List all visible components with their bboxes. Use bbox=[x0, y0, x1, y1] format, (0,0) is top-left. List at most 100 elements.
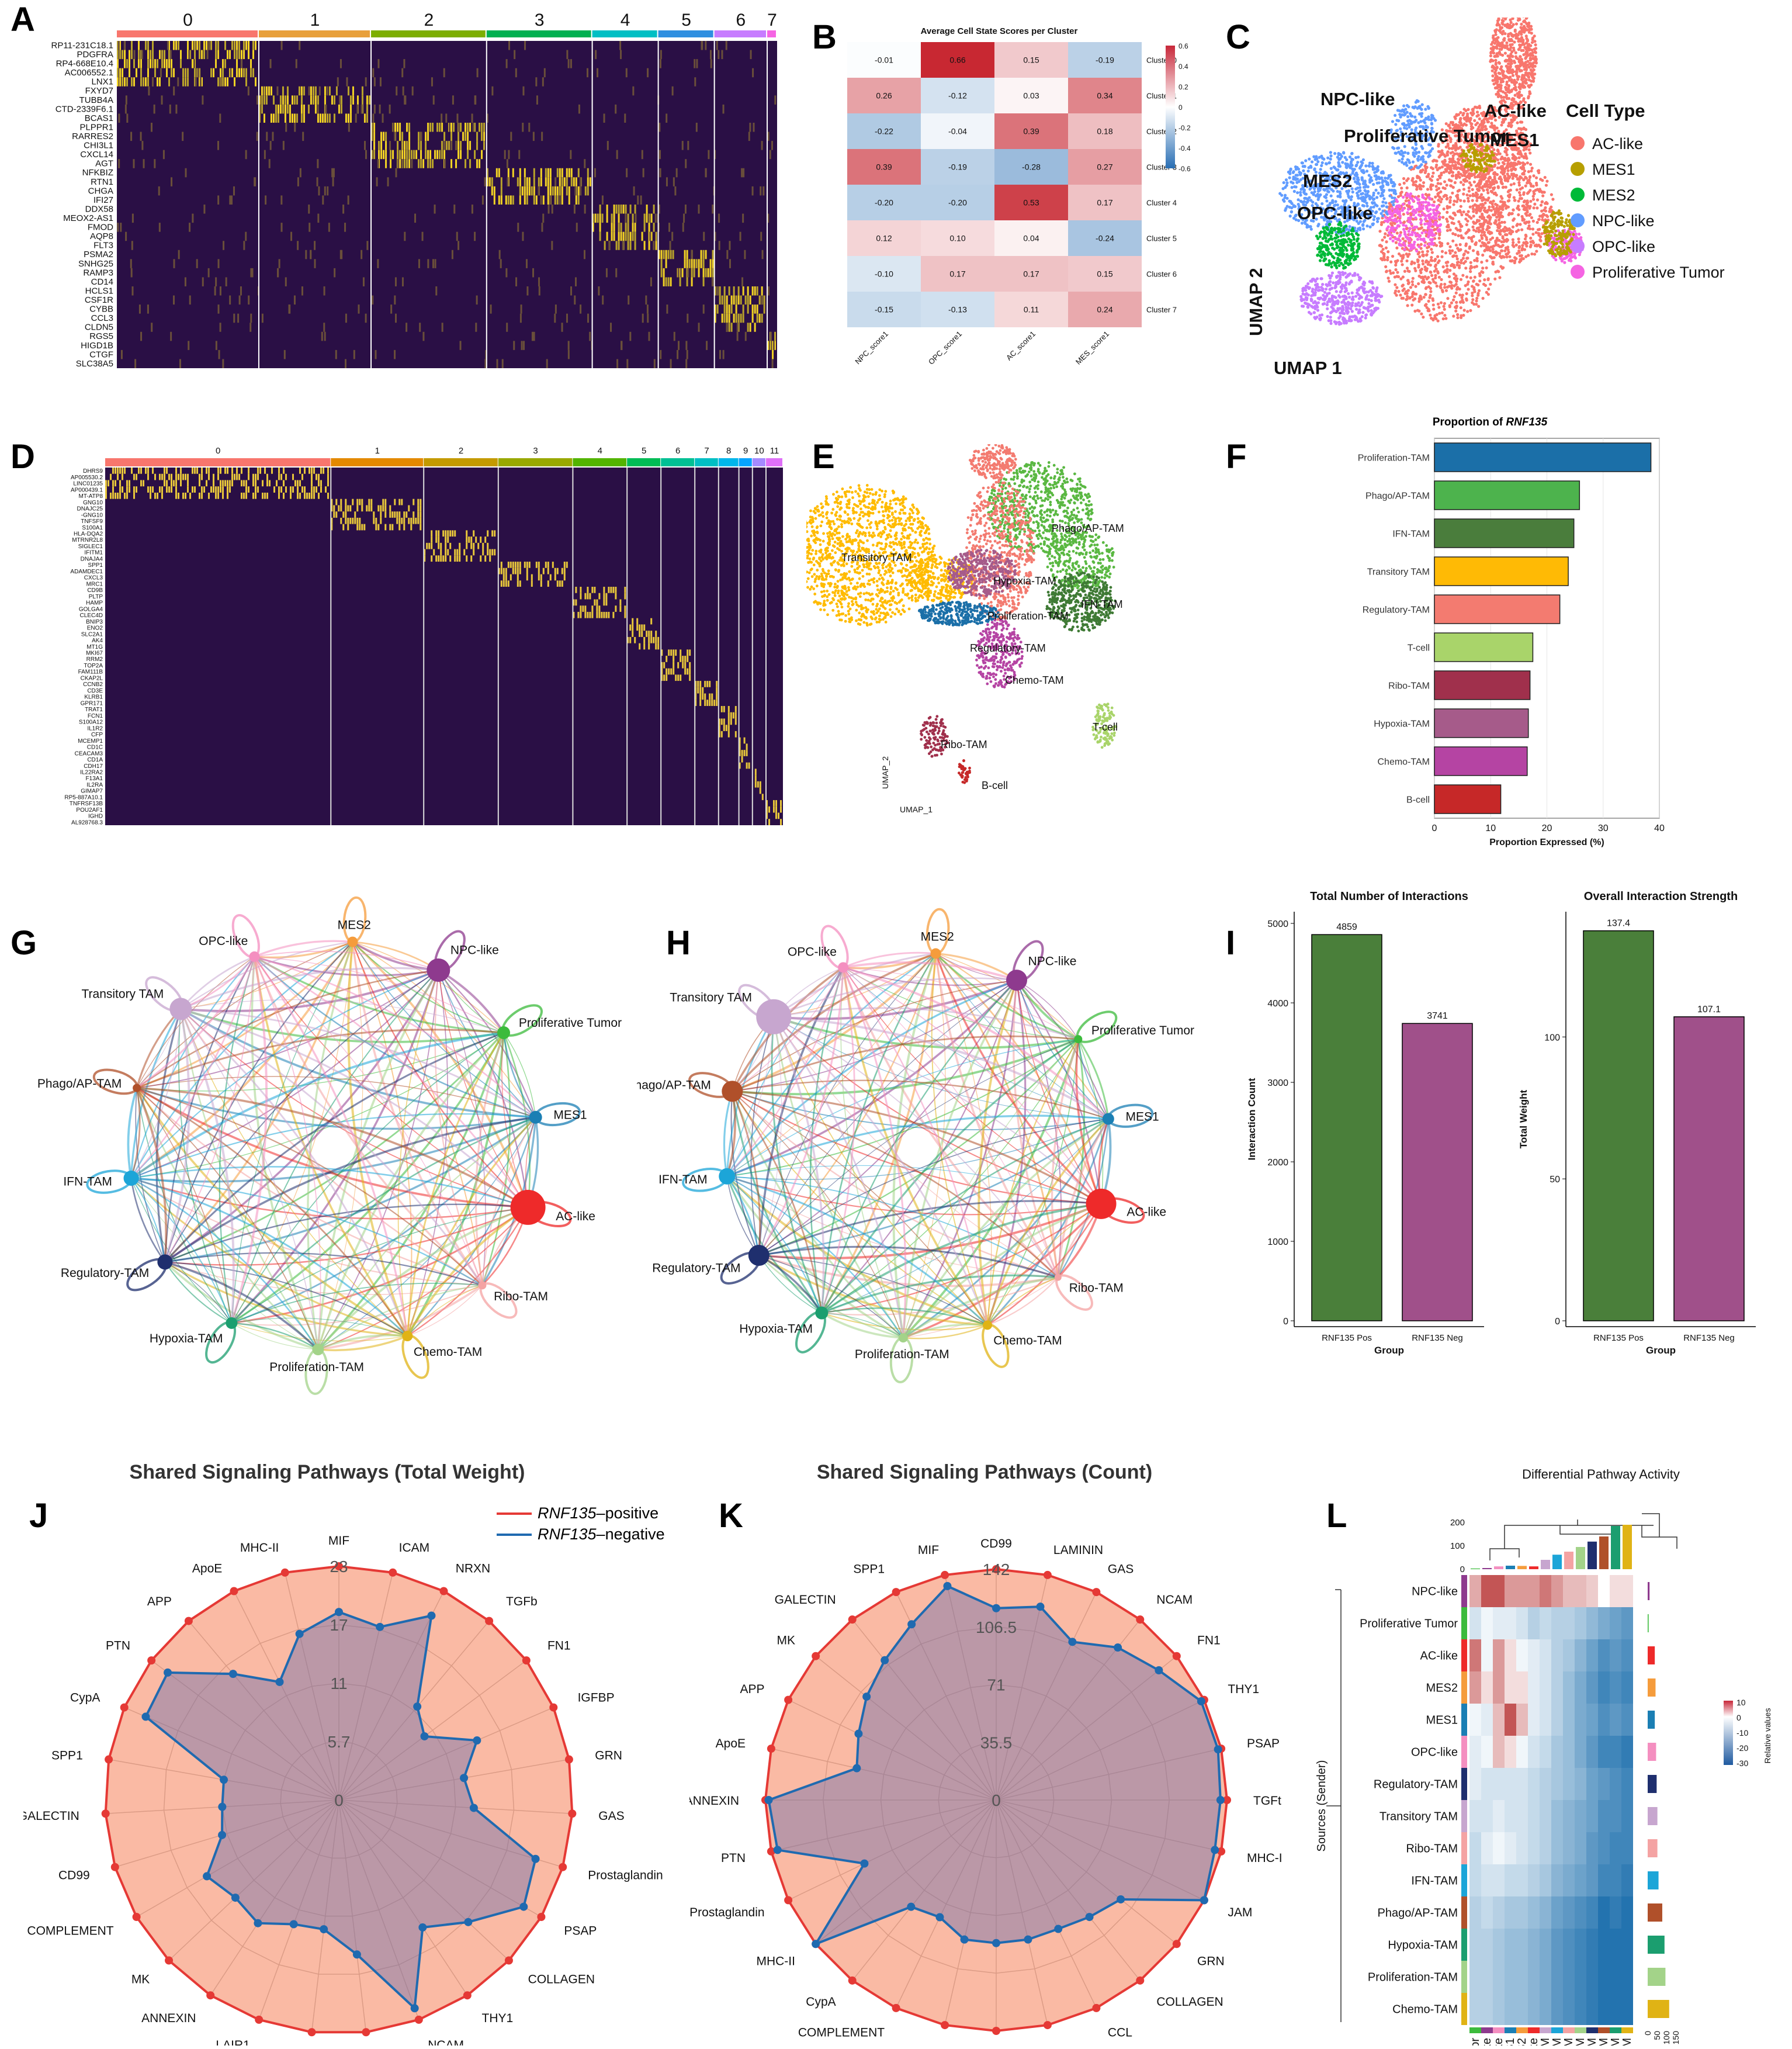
heatmap-cell bbox=[729, 241, 731, 250]
heatmap-cell bbox=[551, 205, 553, 214]
heatmap-cell bbox=[308, 86, 310, 96]
heatmap-cell bbox=[335, 86, 338, 96]
umap-point bbox=[1381, 247, 1385, 251]
heatmap-cell bbox=[284, 104, 286, 114]
heatmap-cell bbox=[361, 86, 363, 96]
umap-point bbox=[1403, 269, 1407, 273]
umap-point bbox=[1519, 55, 1522, 58]
umap-point bbox=[1396, 136, 1400, 139]
umap-point bbox=[1322, 216, 1325, 219]
umap-point bbox=[1354, 213, 1357, 217]
heatmap-cell bbox=[231, 195, 233, 205]
umap-point bbox=[1520, 186, 1524, 190]
umap-point bbox=[1494, 250, 1498, 254]
umap-point bbox=[1408, 125, 1411, 129]
umap-point bbox=[1456, 247, 1460, 250]
cluster-label: 2 bbox=[424, 11, 434, 30]
umap-point bbox=[1409, 114, 1413, 117]
heatmap-cell bbox=[335, 349, 337, 359]
umap-point bbox=[1519, 26, 1523, 29]
umap-point bbox=[1532, 206, 1535, 210]
umap-point bbox=[1489, 54, 1493, 58]
umap-point bbox=[1299, 188, 1303, 191]
umap-point bbox=[1300, 161, 1304, 165]
umap-point bbox=[1452, 314, 1455, 318]
umap-point bbox=[1478, 175, 1482, 179]
cluster-label: 3 bbox=[535, 11, 545, 30]
umap-point bbox=[1523, 199, 1527, 203]
umap-point bbox=[1476, 208, 1480, 212]
umap-point bbox=[1379, 194, 1382, 198]
heatmap-cell bbox=[168, 41, 170, 50]
umap-point bbox=[1469, 276, 1472, 279]
heatmap-cell bbox=[119, 50, 121, 60]
heatmap-cell bbox=[316, 177, 318, 186]
heatmap-cell bbox=[627, 213, 629, 223]
umap-point bbox=[1477, 181, 1481, 185]
umap-point bbox=[1399, 139, 1403, 143]
heatmap-cell bbox=[240, 286, 242, 296]
umap-point bbox=[1375, 217, 1379, 220]
umap-point bbox=[1506, 47, 1510, 50]
heatmap-cell bbox=[207, 41, 210, 50]
umap-point bbox=[1431, 139, 1434, 143]
umap-point bbox=[1371, 222, 1375, 226]
cell-value: -0.20 bbox=[948, 198, 967, 207]
heatmap-cell bbox=[120, 223, 122, 232]
heatmap-cell bbox=[542, 195, 545, 205]
umap-point bbox=[1467, 236, 1471, 240]
umap-point bbox=[1378, 230, 1382, 233]
umap-point bbox=[1449, 167, 1453, 170]
umap-point bbox=[1542, 212, 1545, 216]
umap-point bbox=[1480, 121, 1483, 125]
heatmap-cell bbox=[695, 259, 698, 268]
heatmap-cell bbox=[406, 159, 408, 168]
heatmap-cell bbox=[147, 304, 149, 314]
heatmap-cell bbox=[741, 168, 743, 178]
umap-point bbox=[1396, 271, 1399, 274]
heatmap-cell bbox=[546, 359, 548, 368]
umap-point bbox=[1501, 71, 1505, 74]
column-label: AC_score1 bbox=[1004, 330, 1037, 362]
heatmap-cell bbox=[667, 277, 670, 286]
umap-point bbox=[1465, 112, 1469, 116]
heatmap-cell bbox=[559, 195, 561, 205]
umap-point bbox=[1493, 202, 1498, 206]
umap-point bbox=[1460, 213, 1464, 217]
umap-point bbox=[1398, 109, 1402, 113]
heatmap-cell bbox=[377, 159, 379, 168]
umap-point bbox=[1483, 278, 1486, 282]
heatmap-cell bbox=[469, 141, 472, 150]
heatmap-cell bbox=[646, 205, 648, 214]
umap-point bbox=[1459, 205, 1462, 208]
umap-point bbox=[1433, 269, 1436, 273]
heatmap-cell bbox=[670, 250, 672, 259]
heatmap-cell bbox=[415, 150, 418, 160]
umap-point bbox=[1466, 251, 1470, 254]
umap-point bbox=[1443, 164, 1447, 167]
gene-label: TUBB4A bbox=[79, 95, 113, 105]
heatmap-cell bbox=[238, 41, 240, 50]
umap-point bbox=[1432, 280, 1436, 283]
gene-label: CXCL14 bbox=[80, 150, 113, 160]
umap-point bbox=[1429, 290, 1433, 293]
umap-point bbox=[1413, 266, 1417, 270]
umap-point bbox=[1424, 169, 1427, 173]
umap-point bbox=[1495, 193, 1498, 197]
heatmap-cell bbox=[303, 104, 305, 114]
heatmap-cell bbox=[347, 86, 349, 96]
heatmap-cell bbox=[625, 205, 627, 214]
umap-point bbox=[1481, 175, 1484, 179]
heatmap-cell bbox=[180, 50, 182, 60]
heatmap-cell bbox=[171, 68, 172, 78]
umap-point bbox=[1325, 199, 1329, 203]
umap-point bbox=[1485, 259, 1489, 262]
heatmap-cell bbox=[408, 150, 411, 160]
heatmap-cell bbox=[568, 195, 570, 205]
heatmap-cell bbox=[566, 168, 568, 178]
umap-point bbox=[1392, 203, 1395, 207]
heatmap-cell bbox=[549, 186, 552, 196]
umap-point bbox=[1496, 229, 1499, 233]
heatmap-cell bbox=[261, 95, 263, 105]
umap-point bbox=[1505, 148, 1509, 151]
